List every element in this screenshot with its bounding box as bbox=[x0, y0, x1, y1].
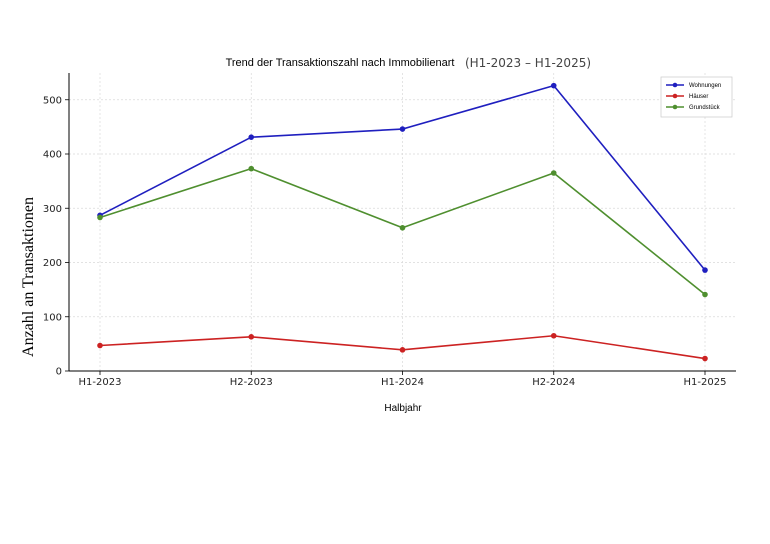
x-tick-label-3: H2-2024 bbox=[532, 377, 575, 388]
legend-marker-h-user bbox=[672, 93, 678, 99]
data-point-wohnungen-4 bbox=[702, 267, 708, 273]
tick-labels: 0 100 200 300 400 500 H1-2023 H2-2023 H1-2024 H2-… bbox=[43, 95, 727, 388]
axes bbox=[65, 73, 736, 375]
legend-label-wohnungen: Wohnungen bbox=[689, 83, 721, 89]
y-tick-label-2: 200 bbox=[43, 258, 62, 269]
x-axis-label: Halbjahr bbox=[384, 403, 422, 414]
y-tick-label-5: 500 bbox=[43, 95, 62, 106]
data-point-wohnungen-3 bbox=[550, 82, 557, 89]
data-point-grundst-ck-2 bbox=[399, 224, 406, 231]
legend: Wohnungen Häuser Grundstück bbox=[660, 76, 733, 118]
data-point-grundst-ck-4 bbox=[702, 291, 708, 298]
legend-label-h-user: Häuser bbox=[689, 94, 708, 100]
legend-box bbox=[660, 76, 733, 118]
data-point-wohnungen-1 bbox=[248, 134, 255, 140]
y-tick-label-1: 100 bbox=[43, 312, 62, 323]
data-point-h-user-2 bbox=[399, 347, 406, 353]
data-point-grundst-ck-0 bbox=[97, 214, 103, 221]
legend-marker-wohnungen bbox=[672, 82, 678, 88]
data-point-h-user-3 bbox=[550, 332, 557, 339]
x-tick-label-4: H1-2025 bbox=[684, 377, 727, 388]
y-tick-label-4: 400 bbox=[43, 150, 62, 161]
y-tick-label-3: 300 bbox=[43, 204, 62, 215]
series-group bbox=[97, 82, 708, 362]
series-line-grundst-ck bbox=[99, 167, 706, 296]
chart-title: Trend der Transaktionszahl nach Immobili… bbox=[226, 57, 455, 69]
y-tick-label-0: 0 bbox=[56, 367, 62, 378]
data-point-wohnungen-2 bbox=[399, 126, 406, 132]
legend-label-grundst-ck: Grundstück bbox=[689, 105, 721, 111]
grid bbox=[69, 73, 736, 371]
data-point-grundst-ck-1 bbox=[248, 165, 255, 172]
y-axis-label: Anzahl an Transaktionen bbox=[20, 197, 37, 357]
chart-subtitle: (H1-2023 – H1-2025) bbox=[465, 56, 591, 70]
data-point-h-user-1 bbox=[248, 334, 255, 340]
data-point-h-user-4 bbox=[702, 355, 708, 362]
x-tick-label-2: H1-2024 bbox=[381, 377, 424, 388]
legend-marker-grundst-ck bbox=[672, 104, 678, 110]
data-point-h-user-0 bbox=[97, 342, 103, 349]
x-tick-label-1: H2-2023 bbox=[230, 377, 273, 388]
x-tick-label-0: H1-2023 bbox=[79, 377, 122, 388]
data-point-grundst-ck-3 bbox=[550, 170, 557, 176]
